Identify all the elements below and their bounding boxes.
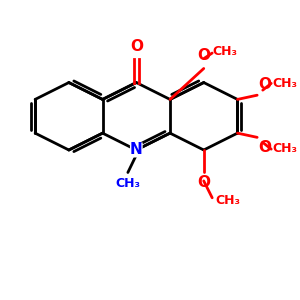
Text: CH₃: CH₃ bbox=[215, 194, 240, 207]
Text: CH₃: CH₃ bbox=[273, 142, 298, 155]
Text: CH₃: CH₃ bbox=[212, 45, 237, 58]
Text: O: O bbox=[259, 140, 272, 155]
Text: CH₃: CH₃ bbox=[116, 177, 140, 190]
Text: O: O bbox=[130, 39, 143, 54]
Text: N: N bbox=[130, 142, 143, 158]
Text: O: O bbox=[197, 175, 210, 190]
Text: O: O bbox=[259, 77, 272, 92]
Text: O: O bbox=[197, 48, 210, 63]
Text: CH₃: CH₃ bbox=[273, 77, 298, 91]
